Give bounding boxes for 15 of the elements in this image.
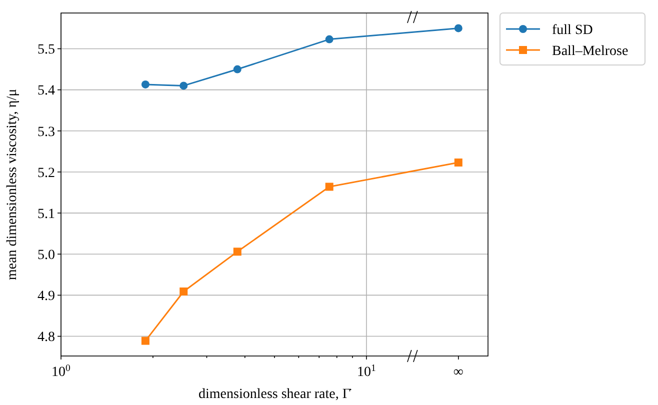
y-tick-label: 5.4 xyxy=(38,84,55,99)
x-tick-label: 10$^{1}$ xyxy=(356,362,376,380)
legend-label: full SD xyxy=(552,22,593,38)
x-axis-title: dimensionless shear rate, Γ̇ xyxy=(198,387,352,402)
legend-label: Ball–Melrose xyxy=(552,44,628,59)
x-tick-label: ∞ xyxy=(453,365,464,380)
y-tick-label: 5.1 xyxy=(38,206,55,222)
y-tick-label: 5.5 xyxy=(38,42,55,58)
y-tick-label: 5.2 xyxy=(38,166,55,181)
x-tick-label: 10$^{0}$ xyxy=(52,362,71,380)
y-tick-label: 5.3 xyxy=(38,124,55,140)
y-tick-label: 4.8 xyxy=(38,330,55,346)
y-tick-label: 5.0 xyxy=(38,248,55,264)
y-tick-label: 4.9 xyxy=(38,289,55,304)
y-axis-title: mean dimensionless viscosity, η/μ xyxy=(5,88,20,280)
